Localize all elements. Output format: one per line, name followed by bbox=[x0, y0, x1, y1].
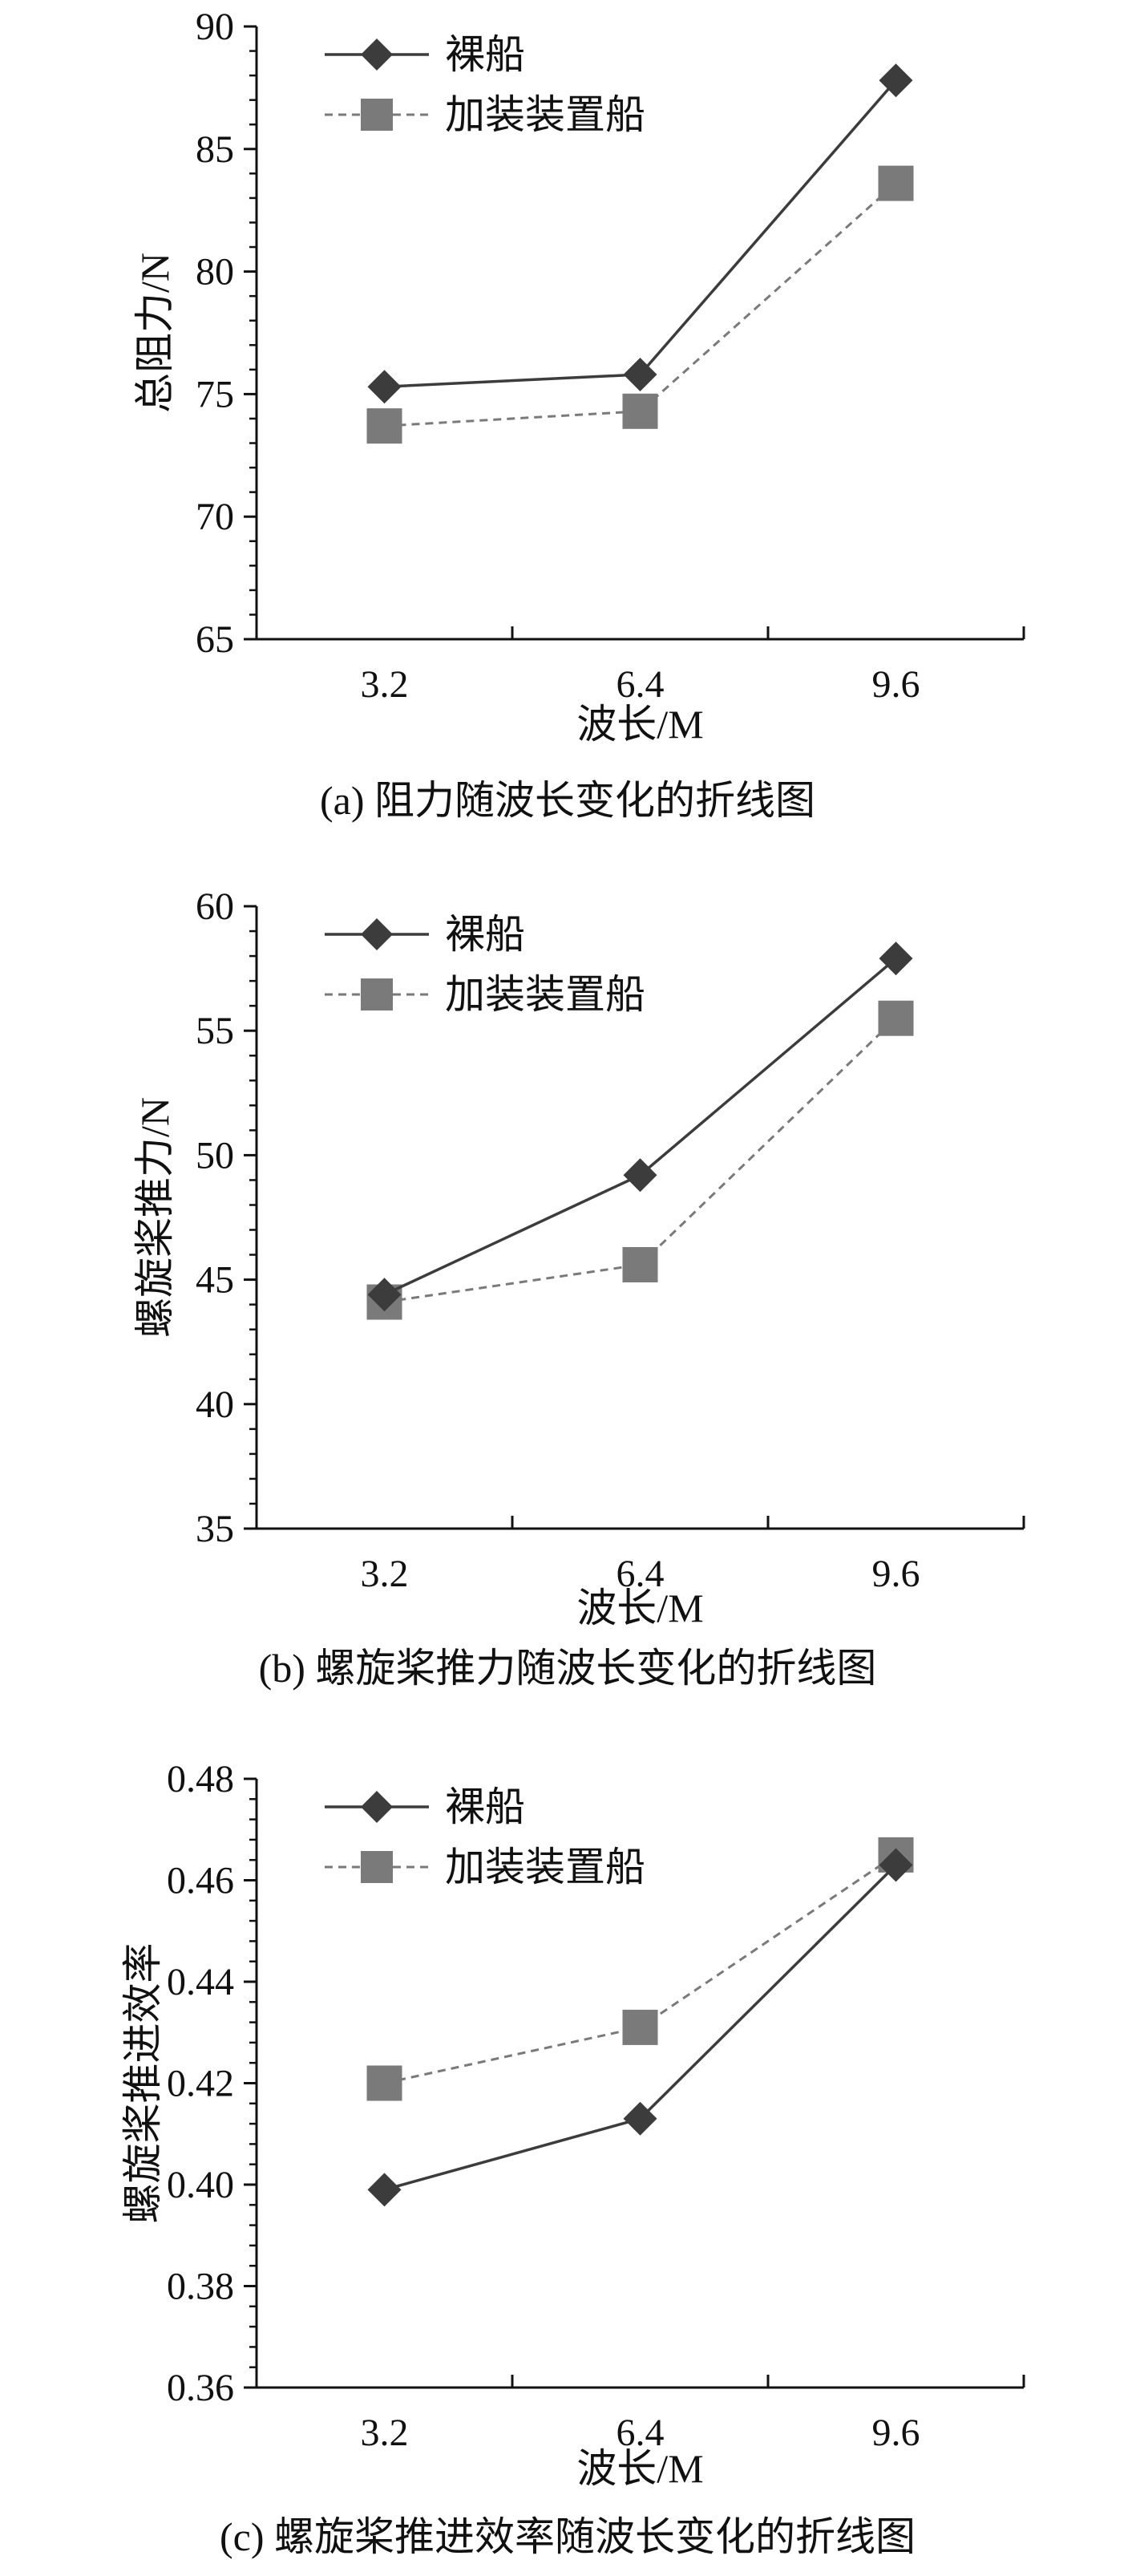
chart-panel-b: 35 40 45 50 55 60 3.2 6.4 9.6 波长/M 螺旋桨推力/N (b) 螺旋桨推… bbox=[132, 885, 1025, 1691]
y-axis-title: 螺旋桨推进效率 bbox=[120, 1943, 165, 2224]
diamond-marker bbox=[623, 2101, 657, 2136]
diamond-marker bbox=[623, 357, 657, 391]
square-marker bbox=[366, 2065, 402, 2101]
y-tick-label: 75 bbox=[196, 373, 234, 415]
legend-label: 加装装置船 bbox=[445, 92, 645, 137]
x-axis-title: 波长/M bbox=[576, 2446, 703, 2491]
y-tick-label: 85 bbox=[196, 128, 234, 171]
y-tick-label: 0.36 bbox=[167, 2367, 234, 2409]
x-tick-label: 9.6 bbox=[872, 2412, 920, 2454]
series-line-dashed bbox=[384, 182, 897, 427]
figure-caption: (c) 螺旋桨推进效率随波长变化的折线图 bbox=[220, 2514, 916, 2559]
y-tick-label: 45 bbox=[196, 1259, 234, 1302]
x-axis-title: 波长/M bbox=[576, 1586, 703, 1630]
legend-diamond-marker bbox=[361, 1791, 393, 1823]
y-tick-label: 65 bbox=[196, 618, 234, 661]
x-tick-label: 3.2 bbox=[361, 2412, 409, 2454]
y-tick-label: 90 bbox=[196, 6, 234, 48]
x-tick-label: 9.6 bbox=[872, 1553, 920, 1595]
y-tick-label: 55 bbox=[196, 1010, 234, 1052]
legend-square-marker bbox=[361, 99, 393, 131]
diamond-marker bbox=[623, 1158, 657, 1193]
y-tick-label: 0.44 bbox=[167, 1961, 234, 2003]
x-tick-label: 9.6 bbox=[872, 663, 920, 706]
y-tick-label: 70 bbox=[196, 496, 234, 538]
figure-caption: (b) 螺旋桨推力随波长变化的折线图 bbox=[259, 1646, 877, 1691]
square-marker bbox=[878, 1000, 914, 1036]
legend-label: 裸船 bbox=[445, 912, 525, 957]
legend-square-marker bbox=[361, 978, 393, 1011]
chart-panel-a: 65 70 75 80 85 90 3.2 6.4 9.6 波长/M 总阻力/N (a) 阻力随波长变… bbox=[132, 6, 1025, 823]
x-tick-label: 3.2 bbox=[361, 663, 409, 706]
x-tick-label: 6.4 bbox=[617, 1553, 665, 1595]
y-tick-label: 0.40 bbox=[167, 2164, 234, 2206]
y-tick-label: 40 bbox=[196, 1383, 234, 1426]
y-tick-label: 0.48 bbox=[167, 1758, 234, 1800]
x-tick-label: 3.2 bbox=[361, 1553, 409, 1595]
y-tick-label: 60 bbox=[196, 885, 234, 928]
chart-panel-c: 0.36 0.38 0.40 0.42 0.44 0.46 0.48 3.2 6.4 9.6 波长/… bbox=[120, 1758, 1025, 2559]
legend-label: 加装装置船 bbox=[445, 972, 645, 1017]
x-axis-title: 波长/M bbox=[576, 702, 703, 747]
x-tick-label: 6.4 bbox=[617, 2412, 665, 2454]
y-axis-title: 总阻力/N bbox=[132, 253, 177, 413]
diamond-marker bbox=[367, 2173, 402, 2207]
y-tick-label: 80 bbox=[196, 251, 234, 294]
y-tick-label: 50 bbox=[196, 1134, 234, 1177]
y-tick-label: 0.46 bbox=[167, 1860, 234, 1902]
diamond-marker bbox=[367, 1278, 402, 1312]
y-tick-label: 0.42 bbox=[167, 2063, 234, 2105]
figure-caption: (a) 阻力随波长变化的折线图 bbox=[320, 778, 815, 823]
y-tick-label: 0.38 bbox=[167, 2266, 234, 2308]
legend-diamond-marker bbox=[361, 38, 393, 71]
legend-label: 裸船 bbox=[445, 1784, 525, 1829]
diamond-marker bbox=[879, 942, 913, 976]
square-marker bbox=[366, 408, 402, 444]
legend-diamond-marker bbox=[361, 918, 393, 950]
square-marker bbox=[622, 2009, 658, 2045]
square-marker bbox=[622, 393, 658, 429]
diamond-marker bbox=[367, 370, 402, 404]
x-tick-label: 6.4 bbox=[617, 663, 665, 706]
y-tick-label: 35 bbox=[196, 1508, 234, 1550]
series-line-dashed bbox=[384, 1017, 897, 1304]
diamond-marker bbox=[879, 1848, 913, 1882]
square-marker bbox=[622, 1246, 658, 1282]
diamond-marker bbox=[879, 63, 913, 98]
y-axis-title: 螺旋桨推力/N bbox=[132, 1097, 177, 1338]
legend-square-marker bbox=[361, 1851, 393, 1883]
square-marker bbox=[878, 165, 914, 201]
legend-label: 裸船 bbox=[445, 32, 525, 77]
legend-label: 加装装置船 bbox=[445, 1845, 645, 1889]
